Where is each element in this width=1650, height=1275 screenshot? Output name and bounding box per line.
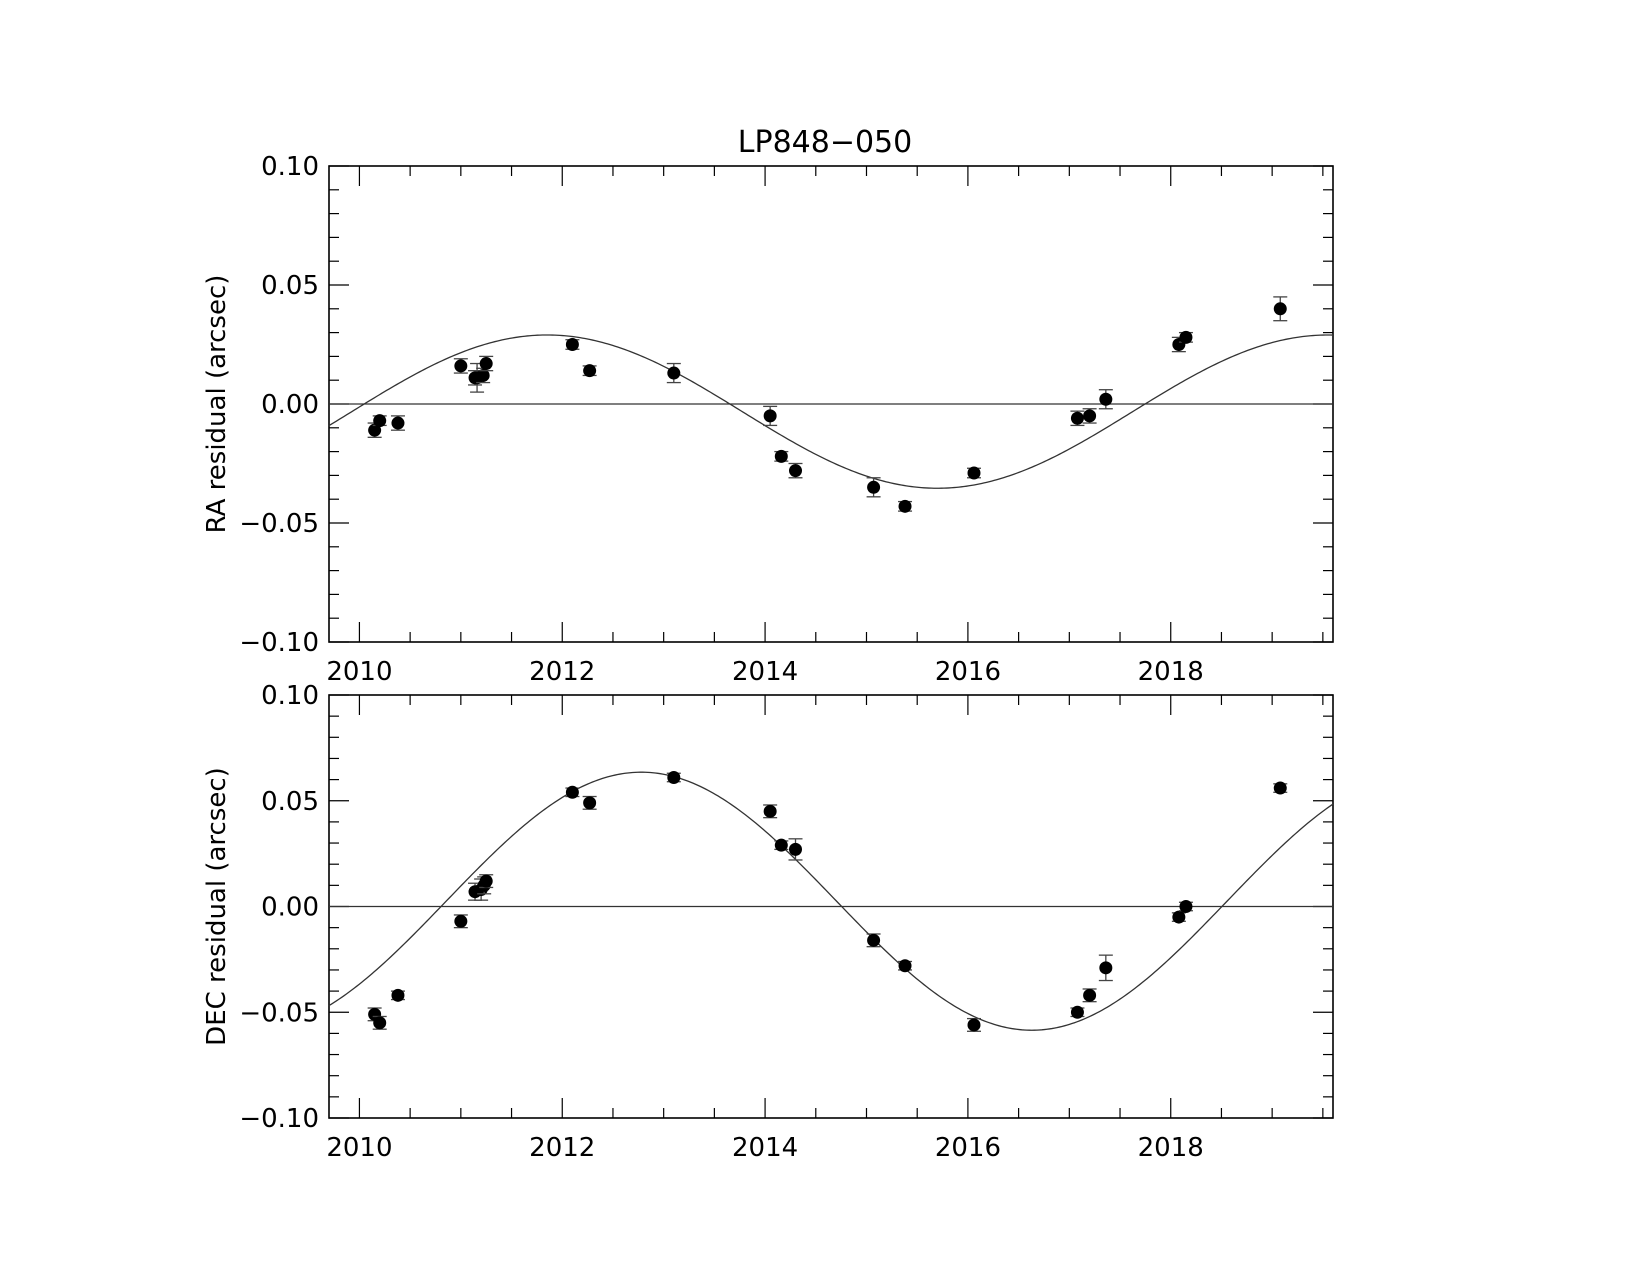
data-point bbox=[373, 1016, 387, 1030]
y-tick-label: 0.10 bbox=[261, 681, 319, 711]
data-point bbox=[373, 414, 387, 428]
chart-title: LP848−050 bbox=[738, 125, 912, 160]
fit-curve bbox=[328, 771, 1334, 1031]
data-point bbox=[454, 359, 468, 373]
y-tick-label: 0.05 bbox=[261, 787, 319, 817]
data-point bbox=[1083, 988, 1097, 1002]
data-point bbox=[867, 480, 881, 494]
data-point bbox=[667, 366, 681, 380]
data-point bbox=[1070, 1005, 1084, 1019]
data-point bbox=[1070, 411, 1084, 425]
x-tick-label: 2012 bbox=[529, 1133, 595, 1163]
fit-curve bbox=[328, 334, 1334, 489]
x-tick-label: 2016 bbox=[935, 657, 1001, 687]
y-tick-label: 0.10 bbox=[261, 152, 319, 182]
data-point bbox=[789, 842, 803, 856]
data-point bbox=[789, 464, 803, 478]
data-point bbox=[565, 338, 579, 351]
data-point bbox=[774, 838, 788, 852]
data-point bbox=[763, 409, 777, 423]
data-point bbox=[1099, 392, 1113, 406]
data-point bbox=[368, 423, 382, 437]
y-tick-label: −0.10 bbox=[239, 628, 319, 658]
data-point bbox=[583, 364, 597, 378]
y-axis-label: RA residual (arcsec) bbox=[202, 275, 232, 534]
data-point bbox=[898, 959, 912, 973]
data-point bbox=[1179, 900, 1193, 913]
x-tick-label: 2016 bbox=[935, 1133, 1001, 1163]
data-point bbox=[967, 1018, 981, 1032]
x-tick-label: 2010 bbox=[326, 1133, 392, 1163]
y-tick-label: 0.00 bbox=[261, 390, 319, 420]
y-tick-label: 0.00 bbox=[261, 893, 319, 923]
data-point bbox=[1179, 330, 1193, 344]
y-tick-label: −0.05 bbox=[239, 998, 319, 1028]
data-point bbox=[583, 796, 597, 810]
data-point bbox=[867, 933, 881, 947]
data-point bbox=[454, 914, 468, 928]
data-point bbox=[1172, 910, 1186, 924]
y-axis-label: DEC residual (arcsec) bbox=[202, 767, 232, 1046]
x-tick-label: 2018 bbox=[1138, 657, 1204, 687]
data-point bbox=[774, 449, 788, 463]
y-tick-label: −0.05 bbox=[239, 509, 319, 539]
data-point bbox=[1083, 409, 1097, 423]
data-point bbox=[1099, 961, 1113, 975]
data-point bbox=[476, 368, 490, 382]
data-point bbox=[1273, 781, 1287, 795]
y-tick-label: 0.05 bbox=[261, 271, 319, 301]
x-tick-label: 2014 bbox=[732, 657, 798, 687]
data-point bbox=[565, 785, 579, 799]
data-point bbox=[763, 804, 777, 818]
x-tick-label: 2018 bbox=[1138, 1133, 1204, 1163]
data-point bbox=[479, 874, 493, 888]
data-point bbox=[1273, 302, 1287, 316]
y-tick-label: −0.10 bbox=[239, 1104, 319, 1134]
data-point bbox=[967, 466, 981, 480]
data-point bbox=[479, 357, 493, 371]
data-point bbox=[898, 499, 912, 513]
x-tick-label: 2014 bbox=[732, 1133, 798, 1163]
x-tick-label: 2012 bbox=[529, 657, 595, 687]
x-tick-label: 2010 bbox=[326, 657, 392, 687]
data-point bbox=[667, 770, 681, 784]
data-point bbox=[391, 988, 405, 1002]
data-point bbox=[391, 416, 405, 430]
